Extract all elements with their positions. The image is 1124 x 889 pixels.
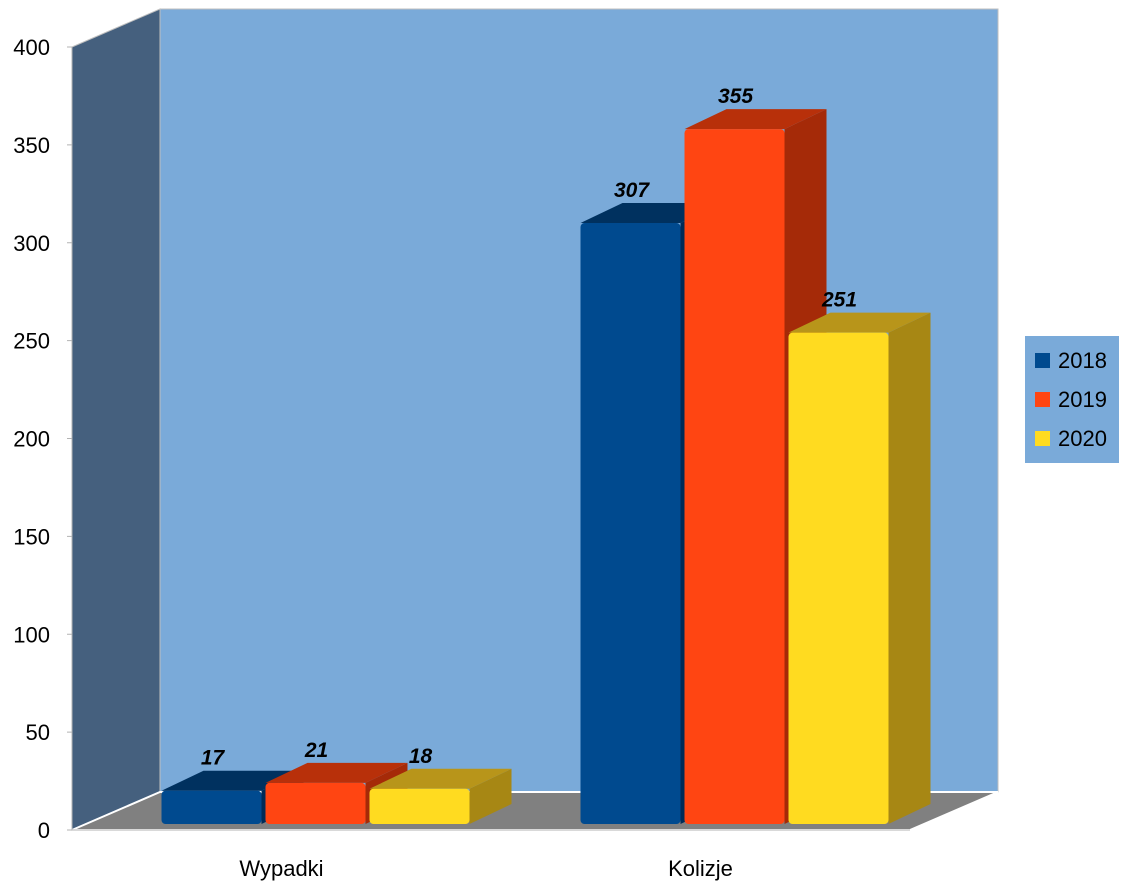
y-tick-label: 50	[26, 720, 50, 745]
y-axis: 0 50 100 150 200 250 300 350 400	[13, 35, 73, 843]
bar: 18	[369, 745, 512, 824]
x-axis: Wypadki Kolizje	[72, 829, 910, 881]
y-tick-label: 300	[13, 231, 50, 256]
bar-top	[369, 768, 512, 789]
bar-front	[788, 332, 889, 824]
bar: 251	[788, 289, 931, 824]
bar-front	[369, 788, 470, 824]
y-tick-label: 400	[13, 35, 50, 60]
bar-side	[469, 768, 512, 824]
legend-swatch	[1035, 392, 1050, 407]
bars: 17 21 18 307 355 251	[161, 85, 931, 825]
data-label: 17	[201, 747, 226, 770]
bar-side	[888, 312, 931, 824]
legend-label: 2019	[1058, 387, 1107, 412]
bar-top	[684, 109, 827, 130]
data-label: 307	[614, 179, 650, 202]
legend: 2018 2019 2020	[1025, 336, 1119, 463]
bar-front	[265, 782, 366, 824]
legend-swatch	[1035, 353, 1050, 368]
y-tick-label: 350	[13, 133, 50, 158]
data-label: 18	[409, 745, 433, 768]
data-label: 21	[304, 739, 328, 762]
bar-front	[684, 129, 785, 824]
bar-front	[161, 790, 262, 824]
bar-front	[580, 223, 681, 825]
y-tick-label: 150	[13, 524, 50, 549]
data-label: 251	[821, 289, 857, 312]
data-label: 355	[718, 85, 753, 108]
legend-swatch	[1035, 431, 1050, 446]
legend-label: 2020	[1058, 426, 1107, 451]
x-category-label: Kolizje	[668, 856, 733, 881]
y-tick-label: 200	[13, 427, 50, 452]
legend-label: 2018	[1058, 348, 1107, 373]
side-wall	[71, 8, 161, 831]
bar-top	[788, 312, 931, 333]
bar-top	[265, 762, 408, 783]
y-tick-label: 250	[13, 329, 50, 354]
x-category-label: Wypadki	[239, 856, 323, 881]
y-tick-label: 0	[38, 818, 50, 843]
y-tick-label: 100	[13, 622, 50, 647]
